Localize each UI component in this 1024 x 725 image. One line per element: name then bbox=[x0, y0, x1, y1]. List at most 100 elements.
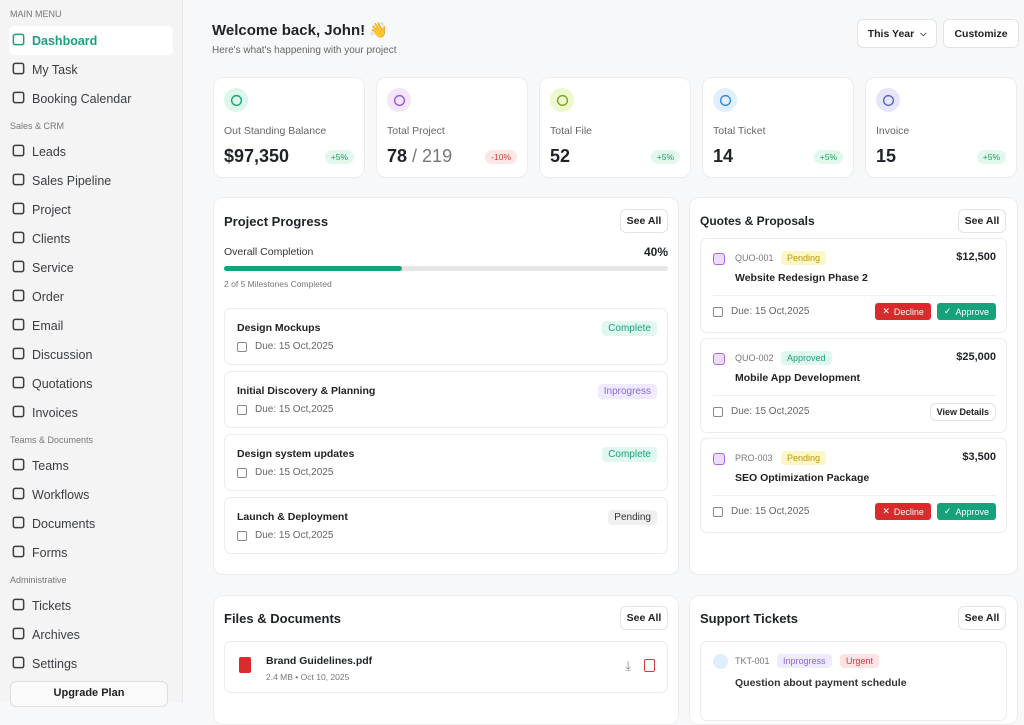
overall-label: Overall Completion bbox=[224, 246, 314, 258]
sidebar-item-label: Settings bbox=[32, 656, 78, 671]
check-icon: ✓ bbox=[943, 506, 952, 516]
approve-button[interactable]: ✓ Approve bbox=[936, 303, 996, 320]
sidebar-item-label: Quotations bbox=[32, 376, 93, 391]
milestone-item[interactable]: Design Mockups Due: 15 Oct,2025 Complete bbox=[224, 308, 668, 365]
calendar-icon bbox=[237, 341, 247, 352]
grid-icon bbox=[11, 32, 32, 50]
calendar-icon bbox=[237, 530, 247, 541]
stat-change-badge: +5% bbox=[813, 150, 843, 164]
decline-label: Decline bbox=[893, 306, 924, 317]
clipboard-icon bbox=[876, 88, 900, 112]
sidebar-item-dashboard[interactable]: Dashboard bbox=[9, 26, 173, 55]
ticket-id: TKT-001 bbox=[735, 656, 770, 666]
ticket-item[interactable]: TKT-001 Inprogress Urgent Question about… bbox=[700, 641, 1007, 721]
sidebar-item-clients[interactable]: Clients bbox=[9, 224, 173, 253]
view-details-button[interactable]: View Details bbox=[929, 403, 996, 421]
quote-icon bbox=[713, 353, 725, 365]
milestone-item[interactable]: Launch & Deployment Due: 15 Oct,2025 Pen… bbox=[224, 497, 668, 554]
sidebar-item-settings[interactable]: Settings bbox=[9, 649, 173, 678]
ticket-icon bbox=[11, 597, 32, 615]
due-date: Due: 15 Oct,2025 bbox=[255, 404, 334, 415]
milestone-item[interactable]: Initial Discovery & Planning Due: 15 Oct… bbox=[224, 371, 668, 428]
divider bbox=[713, 495, 996, 496]
period-select[interactable]: This Year ⌵ bbox=[857, 19, 937, 48]
decline-button[interactable]: ✕ Decline bbox=[875, 303, 931, 320]
sidebar-item-label: Sales Pipeline bbox=[32, 173, 112, 188]
calendar-icon bbox=[713, 406, 723, 417]
milestone-title: Design Mockups bbox=[237, 322, 321, 334]
trash-icon[interactable] bbox=[644, 659, 655, 672]
sidebar-item-workflows[interactable]: Workflows bbox=[9, 480, 173, 509]
sidebar-item-leads[interactable]: Leads bbox=[9, 137, 173, 166]
file-item[interactable]: Brand Guidelines.pdf 2.4 MB • Oct 10, 20… bbox=[224, 641, 668, 693]
sidebar-item-label: Project bbox=[32, 202, 71, 217]
file-icon bbox=[550, 88, 574, 112]
quote-actions: View Details bbox=[929, 403, 996, 421]
ticket-priority: Urgent bbox=[840, 654, 880, 668]
calendar-icon bbox=[237, 404, 247, 415]
stat-change-badge: -10% bbox=[485, 150, 517, 164]
quote-due: Due: 15 Oct,2025 bbox=[713, 506, 809, 517]
progress-fill bbox=[224, 266, 402, 271]
sidebar-item-service[interactable]: Service bbox=[9, 253, 173, 282]
stat-card: Total Ticket 14 +5% bbox=[702, 77, 854, 178]
period-value: This Year bbox=[867, 27, 915, 40]
invoice-icon bbox=[11, 404, 32, 422]
dollar-icon bbox=[224, 88, 248, 112]
see-all-button[interactable]: See All bbox=[620, 209, 668, 233]
overall-percent: 40% bbox=[643, 245, 668, 259]
quote-icon bbox=[713, 253, 725, 265]
stat-value: $97,350 bbox=[224, 146, 289, 167]
sidebar-item-invoices[interactable]: Invoices bbox=[9, 398, 173, 427]
sidebar-item-label: Documents bbox=[32, 516, 96, 531]
upgrade-plan-button[interactable]: Upgrade Plan bbox=[10, 681, 168, 707]
sidebar-item-booking-calendar[interactable]: Booking Calendar bbox=[9, 84, 173, 113]
quote-amount: $3,500 bbox=[962, 451, 996, 463]
sidebar-item-teams[interactable]: Teams bbox=[9, 451, 173, 480]
chat-icon bbox=[11, 346, 32, 364]
milestone-due: Due: 15 Oct,2025 bbox=[237, 467, 333, 478]
panel-title: Support Tickets bbox=[700, 611, 799, 626]
milestone-title: Design system updates bbox=[237, 448, 355, 460]
quote-icon bbox=[713, 453, 725, 465]
stat-change-badge: +5% bbox=[976, 150, 1006, 164]
decline-label: Decline bbox=[893, 506, 924, 517]
sidebar-item-my-task[interactable]: My Task bbox=[9, 55, 173, 84]
quote-amount: $25,000 bbox=[956, 351, 996, 363]
sidebar-item-sales-pipeline[interactable]: Sales Pipeline bbox=[9, 166, 173, 195]
sidebar-item-label: Clients bbox=[32, 231, 71, 246]
quote-id: QUO-002 bbox=[735, 353, 774, 363]
sidebar-item-order[interactable]: Order bbox=[9, 282, 173, 311]
sidebar-item-email[interactable]: Email bbox=[9, 311, 173, 340]
quote-amount: $12,500 bbox=[956, 251, 996, 263]
download-icon[interactable]: ⤓ bbox=[625, 658, 631, 673]
decline-button[interactable]: ✕ Decline bbox=[875, 503, 931, 520]
milestone-title: Launch & Deployment bbox=[237, 511, 348, 523]
see-all-button[interactable]: See All bbox=[620, 606, 668, 630]
ticket-status: Inprogress bbox=[777, 654, 832, 668]
sidebar-item-label: Booking Calendar bbox=[32, 91, 132, 106]
due-date: Due: 15 Oct,2025 bbox=[731, 406, 810, 417]
status-badge: Pending bbox=[781, 451, 827, 465]
page-title: Welcome back, John! 👋 bbox=[212, 22, 388, 39]
see-all-button[interactable]: See All bbox=[958, 606, 1006, 630]
see-all-button[interactable]: See All bbox=[958, 209, 1006, 233]
sidebar-item-tickets[interactable]: Tickets bbox=[9, 591, 173, 620]
due-date: Due: 15 Oct,2025 bbox=[255, 467, 334, 478]
customize-button[interactable]: Customize bbox=[943, 19, 1019, 48]
quotes-panel: Quotes & Proposals See All QUO-001 Pendi… bbox=[689, 197, 1018, 575]
support-tickets-panel: Support Tickets See All TKT-001 Inprogre… bbox=[689, 595, 1018, 725]
sidebar-item-discussion[interactable]: Discussion bbox=[9, 340, 173, 369]
approve-label: Approve bbox=[955, 306, 989, 317]
sidebar-item-archives[interactable]: Archives bbox=[9, 620, 173, 649]
clipboard-icon bbox=[11, 61, 32, 79]
quote-icon bbox=[11, 375, 32, 393]
panel-title: Files & Documents bbox=[224, 611, 342, 626]
approve-button[interactable]: ✓ Approve bbox=[936, 503, 996, 520]
sidebar-item-project[interactable]: Project bbox=[9, 195, 173, 224]
milestone-item[interactable]: Design system updates Due: 15 Oct,2025 C… bbox=[224, 434, 668, 491]
sidebar-item-quotations[interactable]: Quotations bbox=[9, 369, 173, 398]
sidebar-item-forms[interactable]: Forms bbox=[9, 538, 173, 567]
files-panel: Files & Documents See All Brand Guidelin… bbox=[213, 595, 679, 725]
sidebar-item-documents[interactable]: Documents bbox=[9, 509, 173, 538]
